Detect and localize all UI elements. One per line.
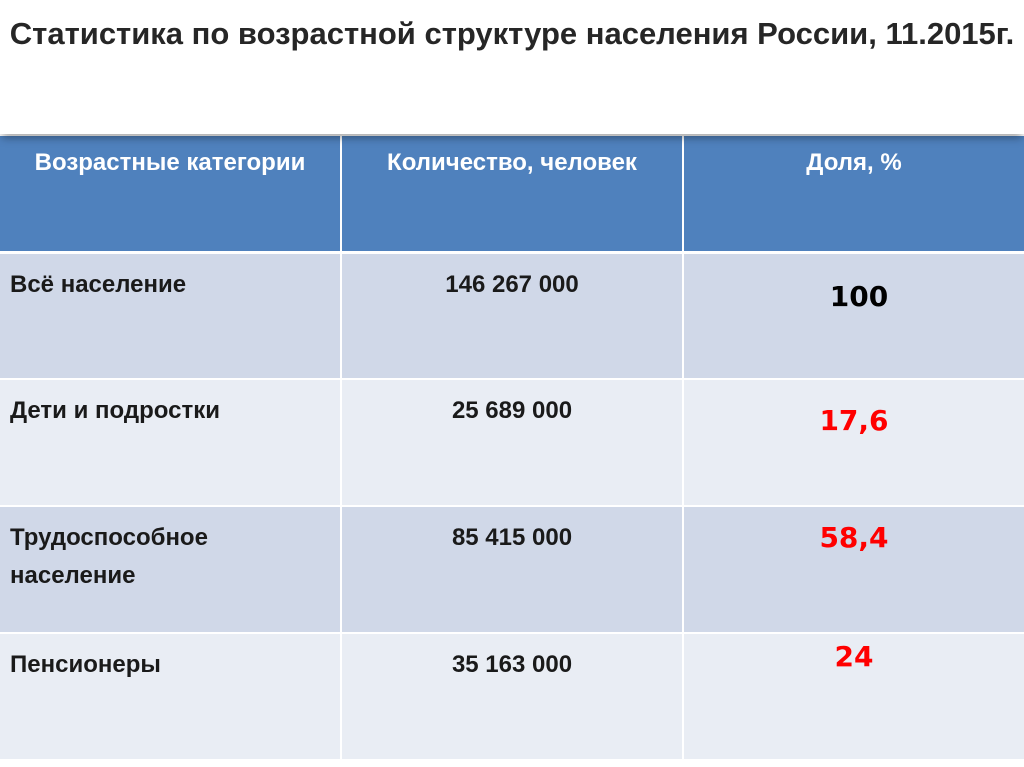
table-row: Пенсионеры 35 163 000 24 — [0, 633, 1024, 761]
page-title: Статистика по возрастной структуре насел… — [9, 16, 1015, 51]
category-cell: Всё население — [0, 252, 342, 380]
category-cell: Дети и подростки — [0, 379, 342, 507]
category-cell: Пенсионеры — [0, 633, 342, 761]
header-share: Доля, % — [683, 136, 1024, 254]
share-value: 100 — [829, 279, 889, 313]
share-cell: 100 — [683, 252, 1024, 380]
population-table: Возрастные категории Количество, человек… — [0, 136, 1024, 761]
share-value: 58,4 — [819, 521, 889, 554]
count-cell: 146 267 000 — [341, 252, 684, 380]
share-value: 17,6 — [819, 404, 889, 437]
count-cell: 35 163 000 — [341, 633, 684, 761]
table-header-row: Возрастные категории Количество, человек… — [0, 136, 1024, 254]
share-cell: 17,6 — [683, 379, 1024, 507]
table-row: Всё население 146 267 000 100 — [0, 252, 1024, 380]
count-cell: 25 689 000 — [341, 379, 684, 507]
share-cell: 24 — [683, 633, 1024, 761]
category-cell: Трудоспособное население — [0, 506, 342, 634]
title-area: Статистика по возрастной структуре насел… — [0, 0, 1024, 134]
count-cell: 85 415 000 — [341, 506, 684, 634]
table-row: Дети и подростки 25 689 000 17,6 — [0, 379, 1024, 507]
header-category: Возрастные категории — [0, 136, 342, 254]
share-cell: 58,4 — [683, 506, 1024, 634]
share-value: 24 — [834, 640, 874, 673]
header-count: Количество, человек — [341, 136, 684, 254]
table-row: Трудоспособное население 85 415 000 58,4 — [0, 506, 1024, 634]
